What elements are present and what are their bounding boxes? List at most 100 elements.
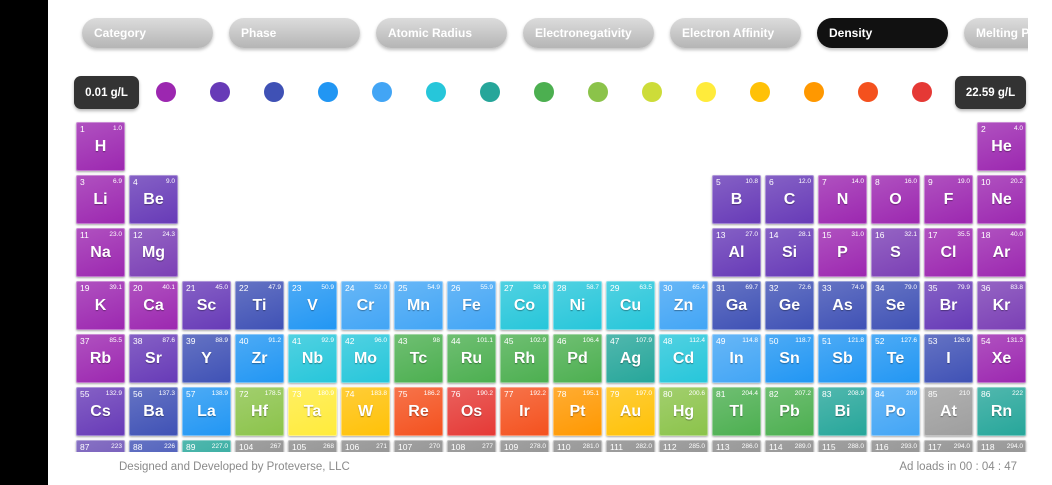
element-tile-au[interactable]: 79 197.0 Au bbox=[606, 387, 655, 436]
element-tile-ba[interactable]: 56 137.3 Ba bbox=[129, 387, 178, 436]
element-tile-pb[interactable]: 82 207.2 Pb bbox=[765, 387, 814, 436]
element-tile-nb[interactable]: 41 92.9 Nb bbox=[288, 334, 337, 383]
element-tile-ti[interactable]: 22 47.9 Ti bbox=[235, 281, 284, 330]
element-tile-tl[interactable]: 81 204.4 Tl bbox=[712, 387, 761, 436]
tab-phase[interactable]: Phase bbox=[229, 18, 360, 48]
element-tile-hf[interactable]: 72 178.5 Hf bbox=[235, 387, 284, 436]
element-tile-p[interactable]: 15 31.0 P bbox=[818, 228, 867, 277]
element-tile-ra[interactable]: 88226Ra bbox=[129, 440, 178, 452]
element-tile-hs[interactable]: 108277Hs bbox=[447, 440, 496, 452]
element-tile-fe[interactable]: 26 55.9 Fe bbox=[447, 281, 496, 330]
element-tile-db[interactable]: 105268Db bbox=[288, 440, 337, 452]
element-tile-co[interactable]: 27 58.9 Co bbox=[500, 281, 549, 330]
element-tile-bi[interactable]: 83 208.9 Bi bbox=[818, 387, 867, 436]
atomic-mass: 294.0 bbox=[1006, 443, 1023, 450]
element-tile-b[interactable]: 5 10.8 B bbox=[712, 175, 761, 224]
element-tile-n[interactable]: 7 14.0 N bbox=[818, 175, 867, 224]
element-tile-se[interactable]: 34 79.0 Se bbox=[871, 281, 920, 330]
element-tile-sn[interactable]: 50 118.7 Sn bbox=[765, 334, 814, 383]
element-tile-zr[interactable]: 40 91.2 Zr bbox=[235, 334, 284, 383]
element-tile-mn[interactable]: 25 54.9 Mn bbox=[394, 281, 443, 330]
element-tile-o[interactable]: 8 16.0 O bbox=[871, 175, 920, 224]
element-tile-zn[interactable]: 30 65.4 Zn bbox=[659, 281, 708, 330]
element-tile-al[interactable]: 13 27.0 Al bbox=[712, 228, 761, 277]
element-tile-rh[interactable]: 45 102.9 Rh bbox=[500, 334, 549, 383]
tab-electron-affinity[interactable]: Electron Affinity bbox=[670, 18, 801, 48]
element-tile-h[interactable]: 1 1.0 H bbox=[76, 122, 125, 171]
element-tile-cr[interactable]: 24 52.0 Cr bbox=[341, 281, 390, 330]
element-tile-w[interactable]: 74 183.8 W bbox=[341, 387, 390, 436]
element-tile-sg[interactable]: 106271Sg bbox=[341, 440, 390, 452]
element-tile-ru[interactable]: 44 101.1 Ru bbox=[447, 334, 496, 383]
element-tile-si[interactable]: 14 28.1 Si bbox=[765, 228, 814, 277]
element-tile-rf[interactable]: 104267Rf bbox=[235, 440, 284, 452]
element-tile-in[interactable]: 49 114.8 In bbox=[712, 334, 761, 383]
element-tile-la[interactable]: 57 138.9 La bbox=[182, 387, 231, 436]
element-tile-hg[interactable]: 80 200.6 Hg bbox=[659, 387, 708, 436]
tab-electronegativity[interactable]: Electronegativity bbox=[523, 18, 654, 48]
element-tile-bh[interactable]: 107270Bh bbox=[394, 440, 443, 452]
element-tile-s[interactable]: 16 32.1 S bbox=[871, 228, 920, 277]
element-tile-as[interactable]: 33 74.9 As bbox=[818, 281, 867, 330]
tab-melting-point[interactable]: Melting Point bbox=[964, 18, 1028, 48]
atomic-number: 87 bbox=[80, 442, 90, 452]
tab-category[interactable]: Category bbox=[82, 18, 213, 48]
element-tile-xe[interactable]: 54 131.3 Xe bbox=[977, 334, 1026, 383]
element-tile-sc[interactable]: 21 45.0 Sc bbox=[182, 281, 231, 330]
element-tile-he[interactable]: 2 4.0 He bbox=[977, 122, 1026, 171]
element-tile-v[interactable]: 23 50.9 V bbox=[288, 281, 337, 330]
element-tile-cu[interactable]: 29 63.5 Cu bbox=[606, 281, 655, 330]
element-tile-cs[interactable]: 55 132.9 Cs bbox=[76, 387, 125, 436]
tab-atomic-radius[interactable]: Atomic Radius bbox=[376, 18, 507, 48]
element-tile-ir[interactable]: 77 192.2 Ir bbox=[500, 387, 549, 436]
element-tile-re[interactable]: 75 186.2 Re bbox=[394, 387, 443, 436]
element-tile-sr[interactable]: 38 87.6 Sr bbox=[129, 334, 178, 383]
element-tile-br[interactable]: 35 79.9 Br bbox=[924, 281, 973, 330]
element-tile-at[interactable]: 85 210 At bbox=[924, 387, 973, 436]
element-tile-sb[interactable]: 51 121.8 Sb bbox=[818, 334, 867, 383]
element-tile-ca[interactable]: 20 40.1 Ca bbox=[129, 281, 178, 330]
element-tile-mo[interactable]: 42 96.0 Mo bbox=[341, 334, 390, 383]
element-tile-ni[interactable]: 28 58.7 Ni bbox=[553, 281, 602, 330]
element-tile-f[interactable]: 9 19.0 F bbox=[924, 175, 973, 224]
element-tile-ne[interactable]: 10 20.2 Ne bbox=[977, 175, 1026, 224]
element-tile-cl[interactable]: 17 35.5 Cl bbox=[924, 228, 973, 277]
element-tile-te[interactable]: 52 127.6 Te bbox=[871, 334, 920, 383]
element-tile-ge[interactable]: 32 72.6 Ge bbox=[765, 281, 814, 330]
element-tile-ag[interactable]: 47 107.9 Ag bbox=[606, 334, 655, 383]
element-tile-rn[interactable]: 86 222 Rn bbox=[977, 387, 1026, 436]
element-tile-ga[interactable]: 31 69.7 Ga bbox=[712, 281, 761, 330]
element-tile-ta[interactable]: 73 180.9 Ta bbox=[288, 387, 337, 436]
element-tile-i[interactable]: 53 126.9 I bbox=[924, 334, 973, 383]
element-tile-cd[interactable]: 48 112.4 Cd bbox=[659, 334, 708, 383]
element-tile-ar[interactable]: 18 40.0 Ar bbox=[977, 228, 1026, 277]
tab-density[interactable]: Density bbox=[817, 18, 948, 48]
element-tile-kr[interactable]: 36 83.8 Kr bbox=[977, 281, 1026, 330]
element-tile-po[interactable]: 84 209 Po bbox=[871, 387, 920, 436]
element-tile-k[interactable]: 19 39.1 K bbox=[76, 281, 125, 330]
element-tile-fr[interactable]: 87223Fr bbox=[76, 440, 125, 452]
element-tile-pd[interactable]: 46 106.4 Pd bbox=[553, 334, 602, 383]
element-tile-os[interactable]: 76 190.2 Os bbox=[447, 387, 496, 436]
atomic-mass: 285.0 bbox=[688, 443, 705, 450]
element-tile-y[interactable]: 39 88.9 Y bbox=[182, 334, 231, 383]
element-tile-pt[interactable]: 78 195.1 Pt bbox=[553, 387, 602, 436]
element-tile-li[interactable]: 3 6.9 Li bbox=[76, 175, 125, 224]
element-tile-mg[interactable]: 12 24.3 Mg bbox=[129, 228, 178, 277]
element-tile-tc[interactable]: 43 98 Tc bbox=[394, 334, 443, 383]
element-tile-rb[interactable]: 37 85.5 Rb bbox=[76, 334, 125, 383]
element-tile-be[interactable]: 4 9.0 Be bbox=[129, 175, 178, 224]
element-tile-c[interactable]: 6 12.0 C bbox=[765, 175, 814, 224]
element-tile-na[interactable]: 11 23.0 Na bbox=[76, 228, 125, 277]
